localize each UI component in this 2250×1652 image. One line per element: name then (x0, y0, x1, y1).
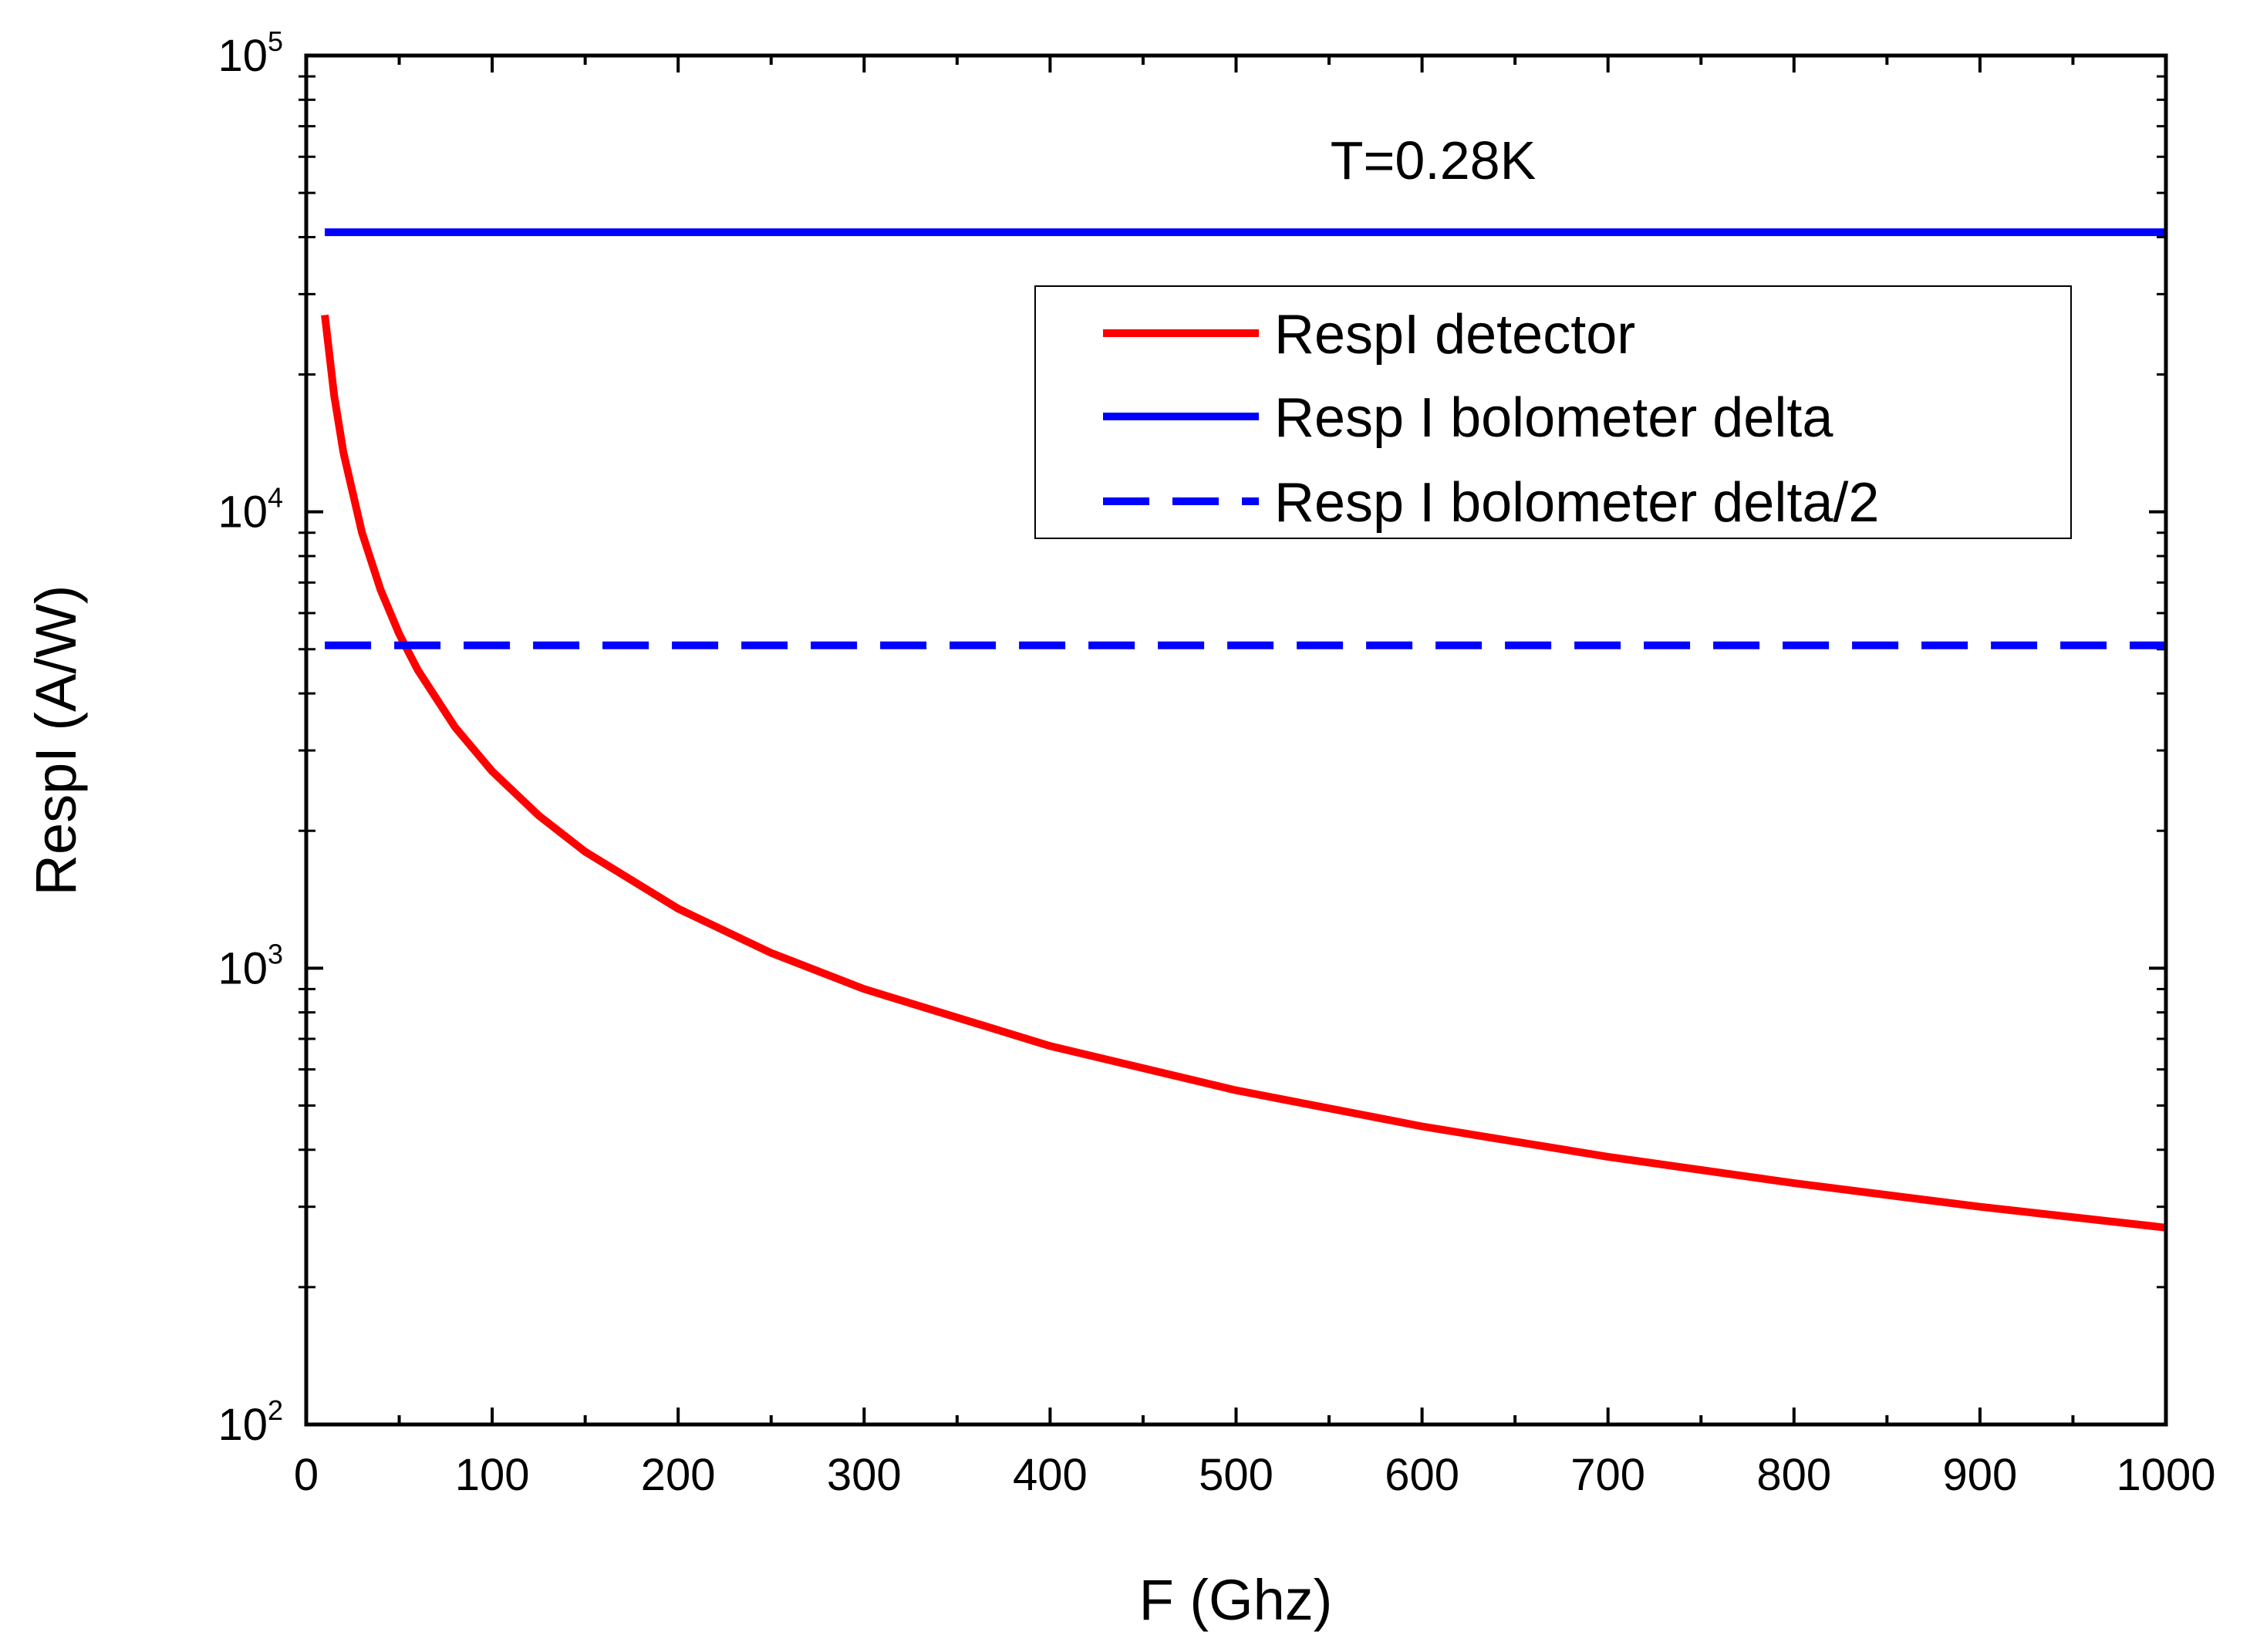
plot-frame (304, 53, 2168, 1427)
series-line-0 (321, 314, 2167, 1232)
x-tick-label: 100 (455, 1450, 530, 1500)
y-tick-labels: 102 103 104 105 (218, 25, 283, 1450)
legend-label-bolometer-delta: Resp I bolometer delta (1274, 387, 1833, 449)
x-tick-label: 700 (1570, 1450, 1645, 1500)
legend-label-bolometer-delta-half: Resp I bolometer delta/2 (1274, 472, 1879, 534)
temperature-annotation: T=0.28K (1331, 130, 1537, 190)
x-tick-label: 900 (1943, 1450, 2018, 1500)
legend-box (1034, 285, 2072, 539)
legend-label-detector: RespI detector (1274, 304, 1635, 366)
x-tick-label: 600 (1385, 1450, 1459, 1500)
y-tick-label: 104 (218, 482, 283, 538)
axis-ticks (299, 54, 2167, 1426)
x-tick-label: 1000 (2116, 1450, 2215, 1500)
x-tick-label: 200 (641, 1450, 716, 1500)
x-tick-labels: 0 100 200 300 400 500 600 700 800 900 1000 (294, 1450, 2216, 1500)
series-lines (321, 228, 2167, 1232)
legend: RespI detector Resp I bolometer delta Re… (1034, 285, 2072, 539)
x-tick-label: 0 (294, 1450, 319, 1500)
y-axis-title: RespI (A/W) (24, 585, 88, 896)
x-tick-label: 500 (1199, 1450, 1273, 1500)
y-tick-label: 102 (218, 1394, 283, 1450)
y-tick-label: 103 (218, 938, 283, 993)
y-tick-label: 105 (218, 25, 283, 81)
x-tick-label: 800 (1756, 1450, 1831, 1500)
x-tick-label: 400 (1013, 1450, 1088, 1500)
x-axis-title: F (Ghz) (1139, 1568, 1333, 1632)
x-tick-label: 300 (827, 1450, 902, 1500)
